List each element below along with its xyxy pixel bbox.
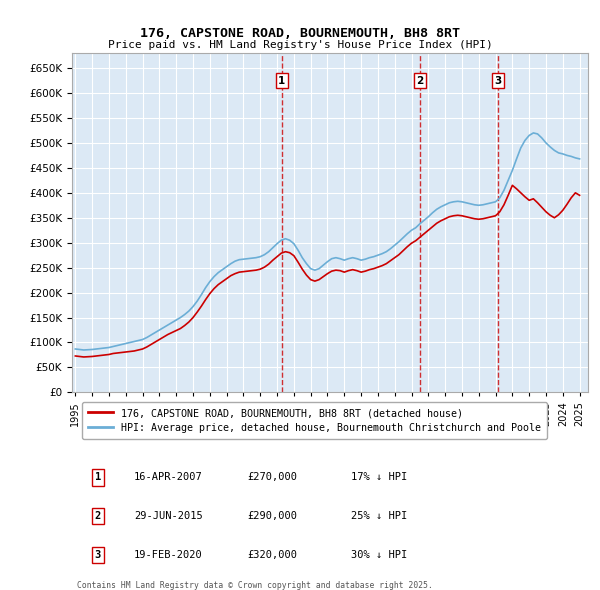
Text: £270,000: £270,000 (247, 473, 298, 483)
Text: 2: 2 (95, 511, 101, 521)
Text: 16-APR-2007: 16-APR-2007 (134, 473, 203, 483)
Text: 25% ↓ HPI: 25% ↓ HPI (350, 511, 407, 521)
Text: 29-JUN-2015: 29-JUN-2015 (134, 511, 203, 521)
Text: Contains HM Land Registry data © Crown copyright and database right 2025.
This d: Contains HM Land Registry data © Crown c… (77, 581, 433, 590)
Text: 30% ↓ HPI: 30% ↓ HPI (350, 550, 407, 560)
Text: Price paid vs. HM Land Registry's House Price Index (HPI): Price paid vs. HM Land Registry's House … (107, 40, 493, 50)
Text: 3: 3 (95, 550, 101, 560)
Text: 176, CAPSTONE ROAD, BOURNEMOUTH, BH8 8RT: 176, CAPSTONE ROAD, BOURNEMOUTH, BH8 8RT (140, 27, 460, 40)
Text: 3: 3 (494, 76, 502, 86)
Text: 2: 2 (416, 76, 424, 86)
Text: 19-FEB-2020: 19-FEB-2020 (134, 550, 203, 560)
Text: £290,000: £290,000 (247, 511, 298, 521)
Text: 17% ↓ HPI: 17% ↓ HPI (350, 473, 407, 483)
Text: 1: 1 (278, 76, 286, 86)
Legend: 176, CAPSTONE ROAD, BOURNEMOUTH, BH8 8RT (detached house), HPI: Average price, d: 176, CAPSTONE ROAD, BOURNEMOUTH, BH8 8RT… (82, 402, 547, 439)
Text: £320,000: £320,000 (247, 550, 298, 560)
Text: 1: 1 (95, 473, 101, 483)
